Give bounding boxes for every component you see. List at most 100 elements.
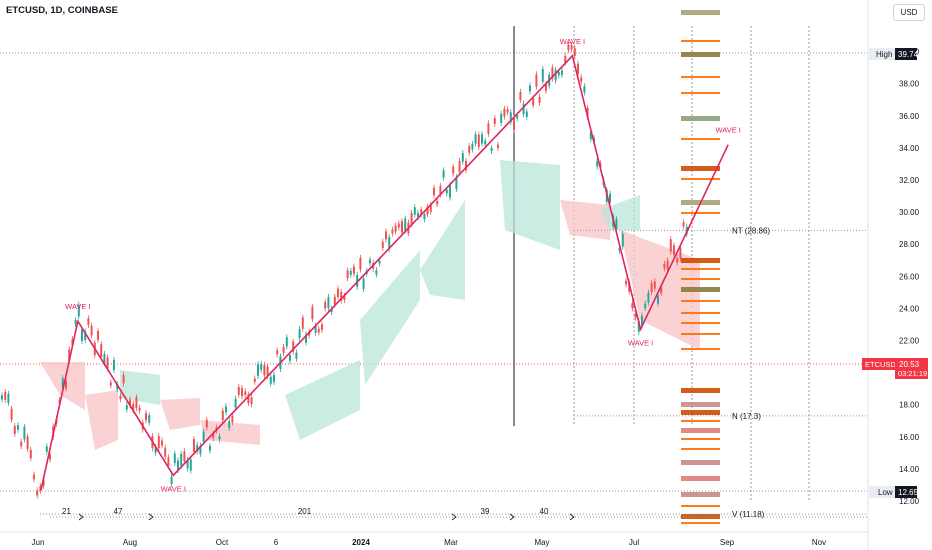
candle-body: [4, 391, 7, 400]
candle-body: [225, 406, 227, 413]
low-badge-label: Low: [878, 488, 893, 497]
candle-body: [330, 308, 333, 313]
candle-body: [506, 109, 509, 113]
heat-bar: [681, 312, 720, 314]
candle-body: [433, 187, 435, 196]
candle-body: [13, 426, 16, 435]
candle-body: [525, 111, 528, 117]
candle-body: [292, 341, 295, 352]
cloud-segment: [160, 398, 200, 430]
candle-body: [570, 44, 573, 50]
wave-label: WAVE I: [560, 37, 585, 46]
candle-body: [509, 112, 512, 123]
candle-body: [474, 134, 477, 144]
candle-body: [657, 295, 659, 304]
candle-body: [269, 376, 272, 384]
heat-bar: [681, 52, 720, 57]
candle-body: [490, 147, 493, 152]
heat-bar: [681, 492, 720, 497]
candle-body: [257, 364, 259, 376]
x-tick-label: Sep: [720, 538, 735, 547]
heat-bar: [681, 10, 720, 15]
x-axis: Jun Aug Oct 6 2024 Mar May Jul Sep Nov: [32, 538, 827, 547]
heat-bar: [681, 428, 720, 433]
ruler-arrow: [451, 513, 457, 521]
candle-body: [487, 123, 490, 134]
currency-selector[interactable]: USD: [893, 4, 925, 21]
low-badge: Low 12.65: [869, 486, 919, 498]
ruler-arrow: [78, 513, 84, 521]
candle-body: [519, 92, 522, 101]
candle-body: [458, 161, 461, 172]
candle-body: [551, 67, 554, 79]
candle-body: [442, 170, 445, 178]
wave-labels: WAVE I WAVE I WAVE I WAVE I WAVE I: [65, 37, 741, 494]
y-tick-label: 34.00: [899, 144, 920, 153]
y-tick-label: 36.00: [899, 112, 920, 121]
candle-body: [305, 334, 307, 343]
candle-body: [353, 266, 355, 274]
candle-body: [183, 451, 186, 462]
candle-body: [314, 325, 317, 333]
candle-body: [497, 144, 499, 148]
candle-body: [343, 296, 346, 300]
candle-body: [81, 329, 83, 342]
candle-body: [346, 270, 349, 279]
candle-body: [74, 319, 77, 325]
cloud-segment: [85, 390, 118, 450]
candle-body: [337, 288, 339, 297]
candle-body: [679, 247, 682, 259]
heat-bar: [681, 410, 720, 415]
heat-bar: [681, 333, 720, 335]
candle-body: [535, 74, 538, 87]
candle-body: [385, 231, 387, 240]
bar-count-label: 47: [114, 507, 123, 516]
candle-body: [420, 209, 423, 215]
candle-body: [477, 134, 480, 148]
candle-body: [673, 245, 675, 255]
candle-body: [36, 490, 39, 496]
candle-body: [253, 378, 256, 382]
high-badge: High 39.74: [869, 48, 919, 60]
cloud-segment: [360, 250, 420, 385]
candle-body: [641, 315, 643, 326]
candle-body: [266, 366, 269, 376]
heat-bar: [681, 300, 720, 302]
candle-body: [33, 474, 35, 480]
heat-bar: [681, 178, 720, 180]
candle-body: [45, 446, 48, 452]
y-tick-label: 12.00: [899, 497, 920, 506]
wave-line: [40, 54, 729, 491]
candle-body: [596, 161, 599, 167]
candle-body: [481, 134, 483, 144]
heat-bar: [681, 388, 720, 393]
candle-body: [532, 98, 535, 106]
candle-body: [122, 374, 125, 384]
heat-bar: [681, 522, 720, 524]
candle-body: [471, 144, 474, 150]
candle-body: [100, 344, 103, 358]
candle-body: [554, 69, 557, 81]
y-tick-label: 38.00: [899, 80, 920, 89]
candle-body: [381, 241, 384, 248]
candle-body: [97, 331, 99, 340]
candle-body: [324, 301, 327, 309]
candle-body: [545, 84, 547, 91]
candle-body: [583, 86, 586, 93]
candle-body: [193, 439, 195, 452]
candle-body: [317, 328, 320, 333]
candle-body: [90, 325, 93, 336]
candle-body: [129, 399, 131, 406]
candle-body: [84, 331, 87, 340]
candle-body: [119, 395, 122, 400]
candle-body: [631, 303, 634, 309]
cloud-segment: [200, 420, 260, 445]
heat-bar: [681, 402, 720, 407]
candle-body: [189, 459, 192, 471]
candle-body: [199, 445, 202, 454]
candle-body: [138, 407, 141, 411]
candle-body: [29, 449, 32, 459]
candle-body: [423, 214, 426, 220]
candle-body: [157, 436, 160, 448]
